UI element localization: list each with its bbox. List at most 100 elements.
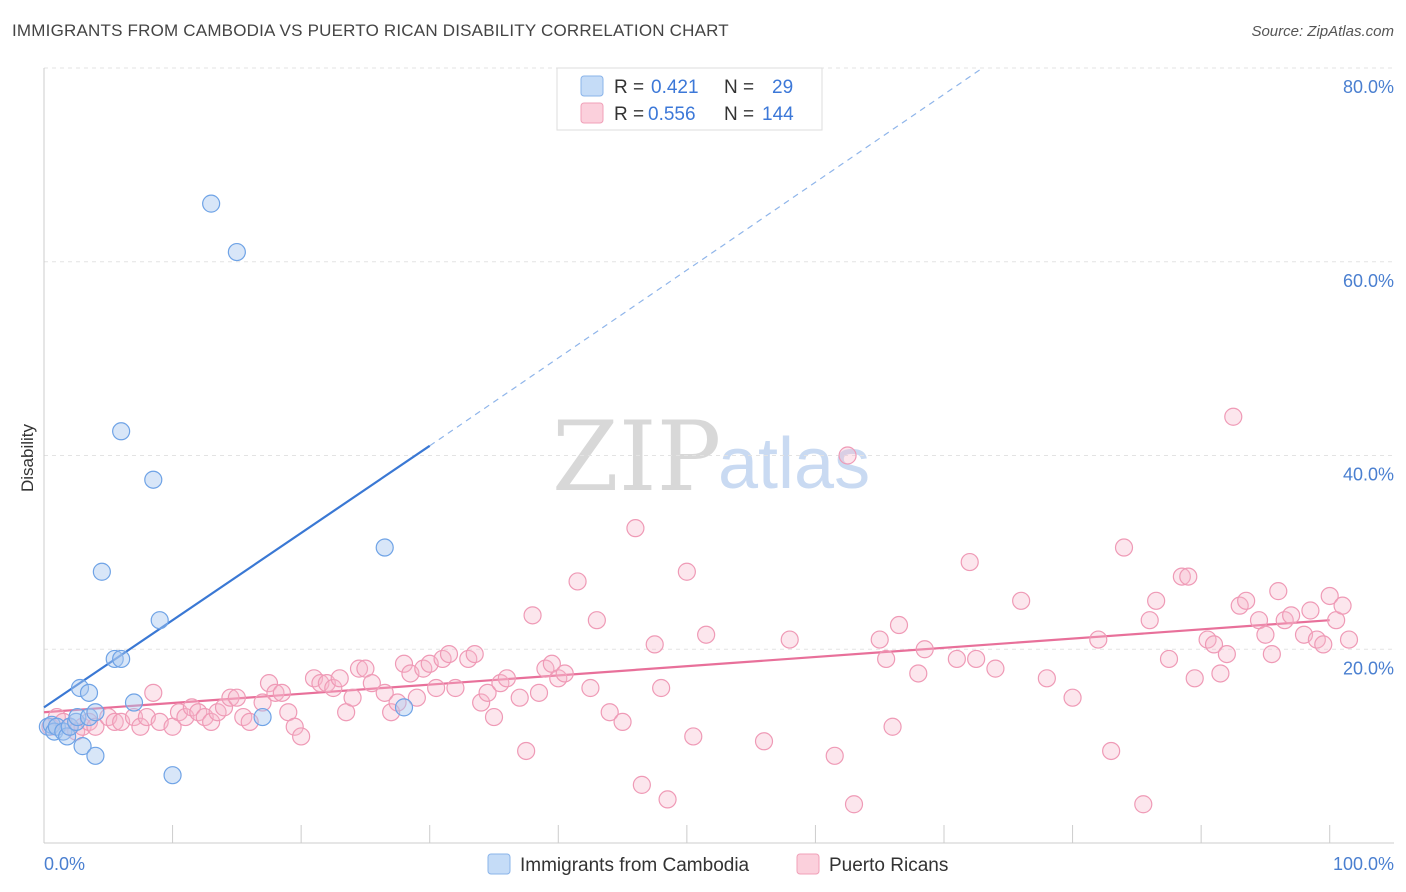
point-puerto-ricans (439, 644, 459, 664)
point-puerto-ricans (632, 775, 651, 794)
legend-swatch-cambodia (580, 75, 604, 97)
point-puerto-ricans (1179, 567, 1198, 586)
point-cambodia (86, 746, 105, 765)
point-puerto-ricans (909, 664, 928, 683)
y-tick-label: 40.0% (1343, 465, 1394, 485)
point-puerto-ricans (343, 688, 362, 707)
point-puerto-ricans (472, 693, 491, 712)
point-puerto-ricans (1224, 407, 1243, 426)
point-puerto-ricans (1211, 664, 1230, 683)
legend-r-value: 0.556 (648, 104, 696, 125)
y-tick-label: 60.0% (1343, 271, 1394, 291)
x-tick-label-max: 100.0% (1333, 854, 1394, 874)
point-puerto-ricans (1185, 669, 1204, 688)
point-puerto-ricans (214, 698, 234, 717)
point-cambodia (163, 766, 182, 785)
point-cambodia (79, 683, 99, 702)
point-puerto-ricans (221, 688, 240, 707)
point-puerto-ricans (105, 712, 124, 732)
y-tick-label: 80.0% (1343, 77, 1394, 97)
legend-n-label: N = (724, 104, 754, 125)
point-puerto-ricans (658, 790, 677, 809)
point-puerto-ricans (1037, 669, 1056, 688)
legend-r-label: R = (614, 77, 644, 98)
point-puerto-ricans (844, 795, 864, 814)
point-cambodia (394, 698, 414, 717)
point-puerto-ricans (131, 717, 150, 736)
point-cambodia (227, 242, 246, 262)
point-puerto-ricans (697, 625, 716, 644)
point-puerto-ricans (202, 712, 221, 732)
point-puerto-ricans (883, 717, 902, 736)
point-puerto-ricans (465, 644, 484, 664)
point-puerto-ricans (375, 683, 394, 702)
point-puerto-ricans (947, 649, 966, 669)
point-cambodia (144, 470, 163, 489)
point-puerto-ricans (645, 635, 664, 654)
point-cambodia (202, 194, 221, 213)
point-puerto-ricans (1159, 649, 1179, 669)
point-puerto-ricans (510, 688, 529, 707)
point-puerto-ricans (1320, 586, 1339, 606)
point-puerto-ricans (1217, 644, 1236, 664)
point-puerto-ricans (1172, 567, 1191, 586)
point-cambodia (112, 422, 131, 441)
chart-title: IMMIGRANTS FROM CAMBODIA VS PUERTO RICAN… (12, 21, 729, 40)
point-puerto-ricans (86, 717, 105, 736)
point-puerto-ricans (652, 678, 671, 698)
point-puerto-ricans (330, 669, 349, 688)
legend-n-label: N = (724, 77, 754, 98)
source-credit: Source: ZipAtlas.com (1251, 23, 1394, 40)
point-puerto-ricans (1282, 606, 1301, 625)
legend-r-value: 0.421 (651, 77, 699, 98)
point-puerto-ricans (877, 649, 896, 669)
point-puerto-ricans (124, 707, 144, 727)
point-puerto-ricans (555, 664, 574, 683)
point-puerto-ricans (253, 693, 272, 712)
point-puerto-ricans (272, 683, 291, 702)
point-puerto-ricans (1147, 591, 1166, 610)
point-puerto-ricans (1089, 630, 1108, 649)
point-puerto-ricans (1314, 635, 1333, 654)
trendline-puerto-ricans (43, 619, 1330, 714)
point-puerto-ricans (986, 659, 1005, 678)
point-cambodia (86, 703, 105, 722)
point-puerto-ricans (870, 630, 889, 649)
point-puerto-ricans (407, 688, 426, 707)
point-puerto-ricans (1269, 582, 1288, 601)
point-cambodia (73, 737, 92, 756)
point-puerto-ricans (838, 446, 857, 465)
point-puerto-ricans (1333, 596, 1352, 615)
point-puerto-ricans (523, 606, 542, 625)
point-puerto-ricans (960, 552, 979, 572)
point-puerto-ricans (446, 678, 465, 698)
point-puerto-ricans (497, 669, 516, 688)
point-puerto-ricans (259, 674, 279, 693)
axes (43, 68, 1394, 844)
point-cambodia (253, 707, 272, 727)
point-puerto-ricans (568, 572, 587, 591)
point-puerto-ricans (427, 678, 446, 698)
point-puerto-ricans (1140, 611, 1159, 630)
point-puerto-ricans (1301, 601, 1320, 620)
legend-n-value: 29 (772, 77, 793, 98)
series-label-cambodia: Immigrants from Cambodia (520, 855, 750, 876)
point-puerto-ricans (915, 640, 934, 659)
legend-swatch-puerto-ricans (580, 102, 604, 124)
point-puerto-ricans (613, 712, 632, 732)
point-puerto-ricans (1134, 795, 1153, 814)
point-puerto-ricans (324, 678, 343, 698)
point-puerto-ricans (1012, 591, 1031, 610)
gridlines (44, 67, 1394, 650)
point-puerto-ricans (1262, 644, 1281, 664)
point-puerto-ricans (1237, 591, 1256, 610)
point-cambodia (105, 649, 124, 669)
series-swatch-cambodia (487, 853, 511, 875)
point-puerto-ricans (1256, 625, 1275, 644)
correlation-legend: R = 0.421 N = 29 R = 0.556 N = 144 (556, 67, 823, 131)
trendlines (43, 67, 1330, 714)
point-puerto-ricans (967, 649, 986, 669)
y-tick-labels: 20.0% 40.0% 60.0% 80.0% (1343, 77, 1394, 678)
point-puerto-ricans (889, 615, 909, 635)
